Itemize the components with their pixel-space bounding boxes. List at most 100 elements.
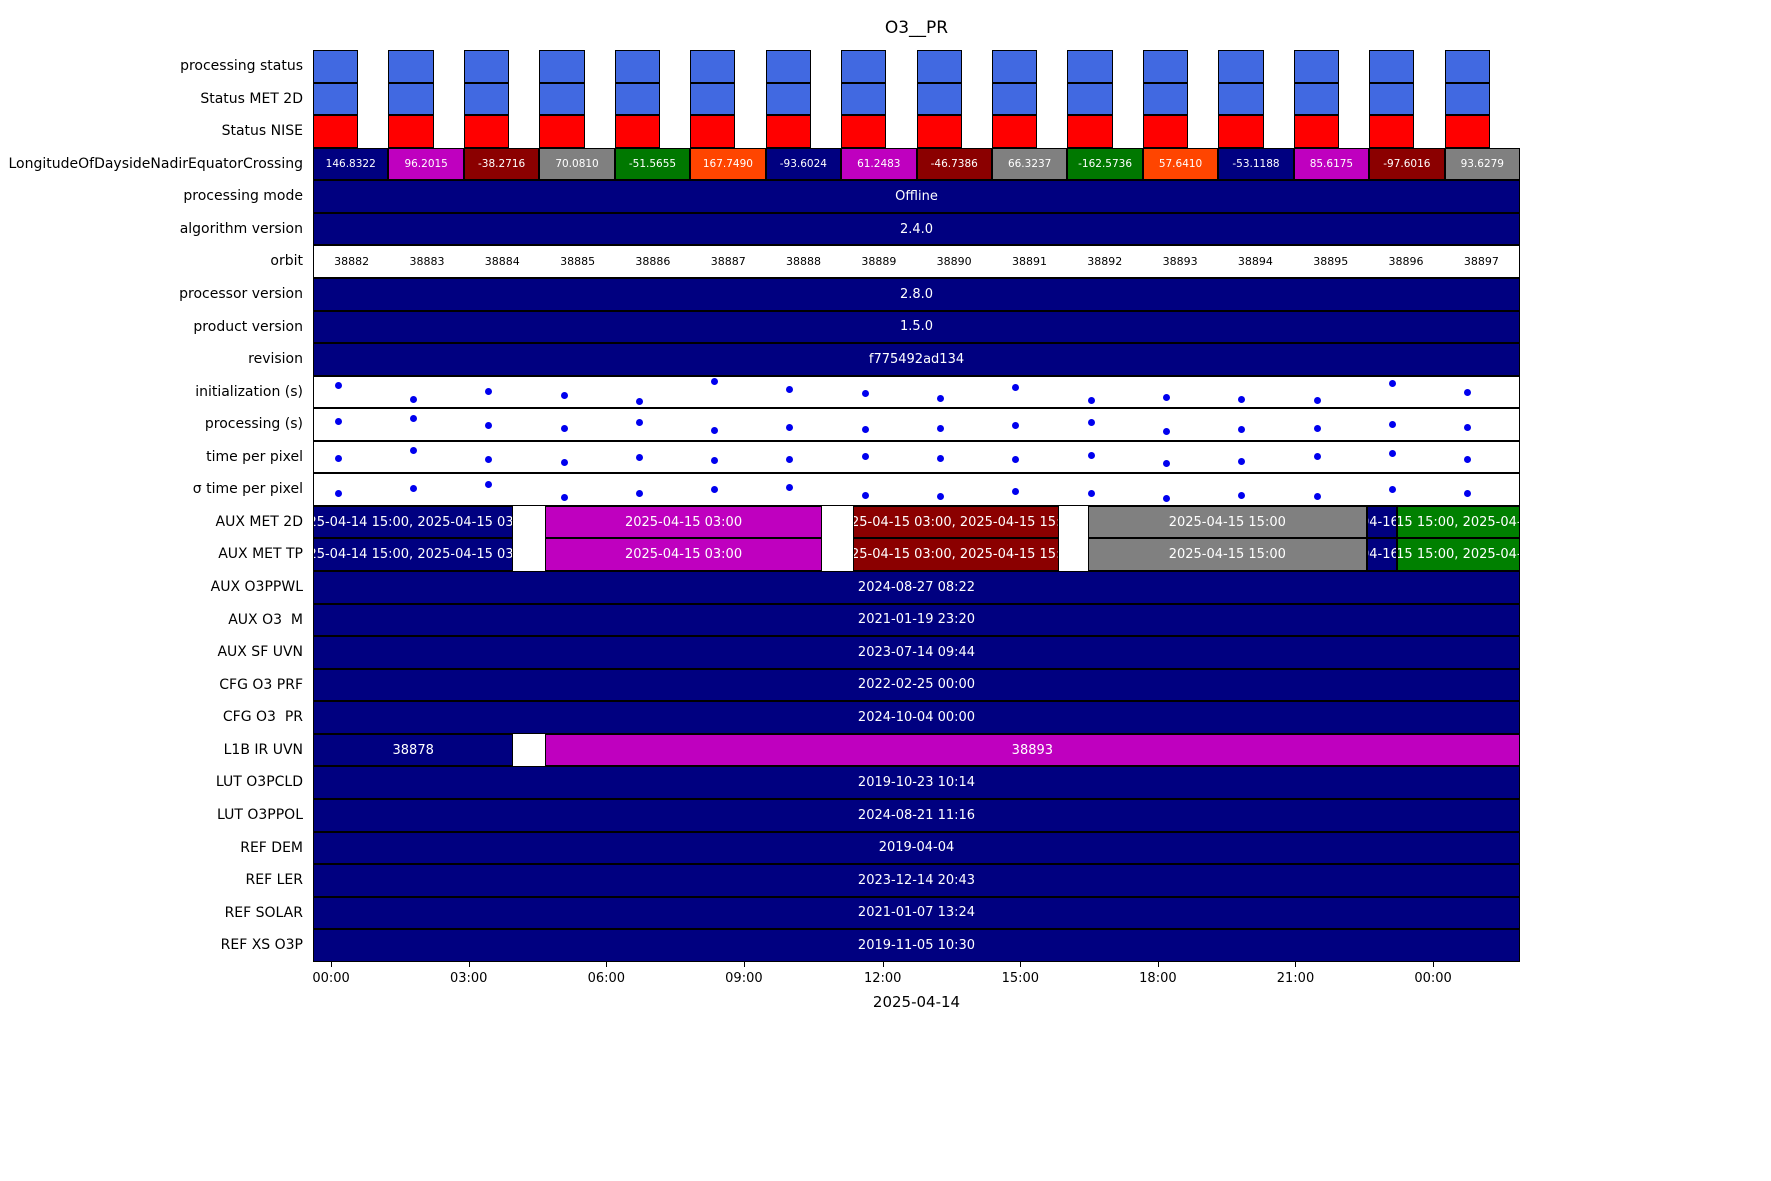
status-block (841, 82, 887, 116)
row-plot: 1.5.0 (313, 310, 1520, 344)
row-label: AUX MET TP (0, 538, 313, 571)
data-point (861, 452, 869, 460)
data-point (560, 425, 568, 433)
value-block: 70.0810 (539, 147, 615, 181)
data-point (560, 493, 568, 501)
bar-value: 2019-04-04 (878, 840, 955, 856)
bar-value: f775492ad134 (868, 351, 965, 367)
tick-label: 09:00 (725, 971, 763, 986)
data-point (1388, 421, 1396, 429)
timeline-segment: 2025-04-15 03:00, 2025-04-15 15:00 (852, 538, 1059, 571)
tick-label: 21:00 (1276, 971, 1315, 986)
data-point (1313, 425, 1321, 433)
row-label-text: σ time per pixel (192, 481, 303, 498)
status-block (1369, 115, 1415, 148)
status-block (690, 115, 736, 148)
orbit-number: 38891 (1011, 255, 1047, 269)
data-point (861, 492, 869, 500)
orbit-number: 38883 (409, 255, 445, 269)
row-label-text: LUT O3PPOL (217, 806, 303, 823)
timeline-segment: 2025-04-15 03:00 (544, 505, 823, 539)
row-algorithm-version: algorithm version 2.4.0 (0, 212, 1520, 246)
row-label-text: Status MET 2D (200, 90, 303, 107)
row-ref-solar: REF SOLAR 2021-01-07 13:24 (0, 896, 1520, 930)
timeline-segment: 2025-04-14 15:00, 2025-04-15 03:00 (313, 505, 514, 539)
row-processing-mode: processing mode Offline (0, 180, 1520, 213)
orbit-number: 38886 (635, 255, 671, 269)
row-label: AUX SF UVN (0, 636, 313, 669)
tick-mark (1020, 962, 1022, 967)
row-plot: 2019-04-04 (313, 831, 1520, 865)
orbit-number: 38882 (334, 255, 370, 269)
status-block (1444, 115, 1490, 148)
row-plot: 2023-07-14 09:44 (313, 636, 1520, 669)
data-point (1388, 485, 1396, 493)
row-label: REF DEM (0, 832, 313, 865)
data-point (635, 397, 643, 405)
data-point (1313, 452, 1321, 460)
tick-mark (606, 962, 608, 967)
row-label: processor version (0, 278, 313, 311)
tick-mark (882, 962, 884, 967)
data-point (1238, 458, 1246, 466)
row-label: L1B IR UVN (0, 734, 313, 767)
value-block: 167.7490 (690, 147, 766, 181)
status-block (690, 82, 736, 116)
data-point (711, 426, 719, 434)
status-block (991, 115, 1038, 148)
timeline-segment: 2025-04-16 03:00 (1366, 538, 1397, 571)
data-point (409, 395, 417, 403)
tick-label: 00:00 (312, 971, 350, 986)
status-block (388, 115, 434, 148)
data-point (1313, 492, 1321, 500)
bar-value: 2021-01-19 23:20 (857, 612, 976, 628)
bar-value: 2019-11-05 10:30 (857, 937, 976, 953)
orbit-number: 38895 (1313, 255, 1349, 269)
value-block: -53.1188 (1218, 147, 1294, 181)
status-block (991, 82, 1038, 116)
data-point (937, 455, 945, 463)
row-label-text: REF XS O3P (220, 937, 303, 954)
row-plot (313, 473, 1520, 506)
cell-value: -162.5736 (1078, 157, 1133, 170)
timeline-segment: 38893 (544, 733, 1520, 767)
timeline-segment: 2025-04-15 15:00 (1087, 538, 1367, 571)
row-label: orbit (0, 245, 313, 278)
data-point (1087, 451, 1095, 459)
row-label: CFG O3 PRF (0, 669, 313, 702)
row-plot: 2.4.0 (313, 212, 1520, 246)
row-label-text: CFG O3 PRF (219, 676, 303, 693)
row-plot (313, 82, 1520, 116)
tick-mark (1433, 962, 1435, 967)
row-label-text: processing (s) (204, 416, 303, 433)
data-point (409, 447, 417, 455)
segment-value: 38878 (392, 742, 434, 758)
orbit-number: 38893 (1162, 255, 1198, 269)
tick-label: 03:00 (449, 971, 488, 986)
status-block (690, 50, 736, 83)
row-plot (313, 375, 1520, 409)
data-point (1464, 455, 1472, 463)
segment-value: 2025-04-15 03:00 (624, 514, 743, 530)
status-block (539, 50, 585, 83)
row-label: LongitudeOfDaysideNadirEquatorCrossing (0, 148, 313, 181)
data-point (1388, 449, 1396, 457)
data-point (485, 481, 493, 489)
x-axis: 00:00 03:00 06:00 09:00 12:00 15:00 18:00 21:00… (312, 962, 1520, 1007)
row-label: REF SOLAR (0, 897, 313, 930)
status-block (841, 115, 887, 148)
orbit-number: 38884 (484, 255, 520, 269)
data-point (1087, 396, 1095, 404)
orbit-number: 38887 (710, 255, 746, 269)
row-label: processing mode (0, 180, 313, 213)
row-label: initialization (s) (0, 376, 313, 409)
bar-value: 2024-08-27 08:22 (857, 579, 976, 595)
row-plot: 2024-08-27 08:22 (313, 571, 1520, 604)
row-orbit: orbit 38882 38883 38884 38885 38886 38887 38888… (0, 245, 1520, 278)
segment-value: 2025-04-15 15:00 (1168, 547, 1286, 563)
data-point (334, 454, 342, 462)
tick-mark (1295, 962, 1297, 967)
data-point (560, 459, 568, 467)
row-label-text: LUT O3PCLD (215, 774, 303, 791)
data-point (786, 483, 794, 491)
